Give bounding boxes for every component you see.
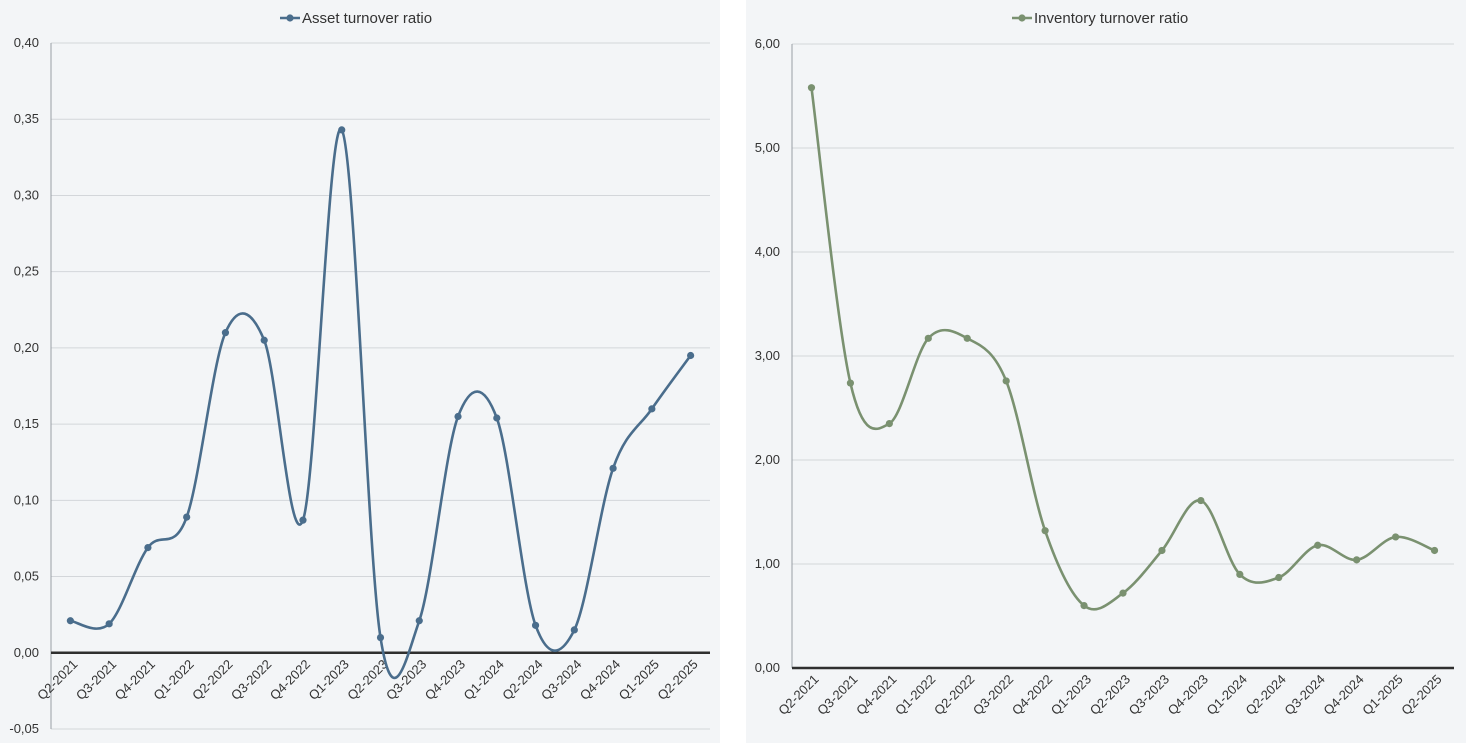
x-tick-label: Q4-2022 [267,657,313,703]
y-tick-label: 2,00 [755,452,780,467]
data-point [260,336,268,344]
legend-label: Asset turnover ratio [302,10,432,27]
x-tick-label: Q3-2022 [228,657,274,703]
data-point [415,617,423,625]
data-point [846,379,855,387]
data-point [1275,573,1283,582]
y-tick-label: 0,15 [14,416,39,431]
series-line [70,128,692,680]
data-point [454,412,462,421]
x-tick-label: Q3-2024 [538,657,584,703]
y-tick-label: -0,05 [9,721,39,736]
y-tick-label: 6,00 [755,36,780,51]
data-point [105,620,113,628]
data-point [648,405,656,413]
data-point [338,126,346,134]
x-tick-label: Q2-2022 [931,672,977,718]
data-point [924,334,932,342]
y-tick-label: 0,30 [14,187,39,202]
data-point [963,334,971,342]
data-point [1002,377,1010,385]
x-tick-label: Q4-2021 [853,672,899,718]
x-tick-label: Q1-2024 [461,657,507,703]
y-tick-label: 0,10 [14,492,39,507]
x-tick-label: Q2-2024 [1243,672,1289,718]
x-tick-label: Q3-2022 [970,672,1016,718]
x-tick-label: Q4-2022 [1009,672,1055,718]
x-tick-label: Q1-2023 [305,657,351,703]
data-point [609,464,617,472]
y-tick-label: 1,00 [755,556,780,571]
data-point [221,329,230,337]
data-point [144,543,152,552]
x-tick-label: Q1-2022 [892,672,938,718]
x-tick-label: Q2-2021 [775,672,821,718]
y-tick-label: 0,00 [14,645,39,660]
data-point [1119,589,1127,597]
data-point [183,513,191,521]
data-point [807,84,816,92]
x-tick-label: Q2-2022 [189,657,235,703]
data-point [1041,527,1049,535]
legend-dot-marker [286,14,294,22]
x-tick-label: Q2-2023 [1087,672,1133,718]
x-tick-label: Q2-2025 [654,657,700,703]
x-tick-label: Q4-2023 [1165,672,1211,718]
data-point [687,351,695,360]
x-tick-label: Q2-2023 [344,657,390,703]
y-tick-label: 0,00 [755,660,780,675]
data-point [1236,570,1244,579]
asset-turnover-chart-panel: 0,40 0,35 0,30 0,25 0,20 0,15 0,10 0,05 0,00 -0,0… [0,0,720,743]
data-point [1353,556,1361,564]
x-tick-label: Q1-2023 [1048,672,1094,718]
y-tick-label: 4,00 [755,244,780,259]
data-point [1314,541,1322,549]
asset-turnover-chart: 0,40 0,35 0,30 0,25 0,20 0,15 0,10 0,05 0,00 -0,0… [9,10,710,736]
x-tick-label: Q2-2021 [34,657,80,703]
x-tick-label: Q4-2023 [422,657,468,703]
x-tick-label: Q3-2021 [73,657,119,703]
y-tick-label: 0,05 [14,569,39,584]
x-tick-label: Q4-2024 [1320,672,1366,718]
legend-dot-marker [1018,14,1026,22]
data-point [531,621,540,629]
data-point [570,626,578,634]
x-tick-label: Q3-2021 [814,672,860,718]
x-tick-label: Q1-2025 [1359,672,1405,718]
y-tick-label: 0,20 [14,340,39,355]
y-tick-label: 3,00 [755,348,780,363]
data-point [376,633,385,642]
y-tick-label: 0,40 [14,35,39,50]
data-point [1158,546,1166,555]
y-tick-label: 5,00 [755,140,780,155]
data-point [1391,533,1400,541]
data-point [1197,496,1205,505]
x-tick-label: Q1-2024 [1204,672,1250,718]
x-tick-label: Q3-2023 [1126,672,1172,718]
x-tick-label: Q4-2021 [112,657,158,703]
data-point [1080,602,1088,610]
x-tick-label: Q1-2022 [150,657,196,703]
inventory-turnover-chart: 6,005,004,003,002,001,000,00Q2-2021Q3-20… [755,10,1454,718]
data-point [885,420,893,428]
data-point [299,516,307,524]
data-point [493,414,501,422]
x-tick-label: Q4-2024 [577,657,623,703]
data-point [66,617,74,625]
series-line [810,87,1436,611]
x-tick-label: Q2-2024 [499,657,545,703]
y-tick-label: 0,25 [14,264,39,279]
y-tick-label: 0,35 [14,111,39,126]
legend-label: Inventory turnover ratio [1034,10,1188,27]
data-point [1430,546,1439,555]
x-tick-label: Q3-2024 [1281,672,1327,718]
inventory-turnover-chart-panel: 6,00 5,00 4,00 3,00 2,00 1,00 0,00 Q2-2021 Q3-20… [746,0,1466,743]
x-tick-label: Q2-2025 [1398,672,1444,718]
x-tick-label: Q1-2025 [616,657,662,703]
